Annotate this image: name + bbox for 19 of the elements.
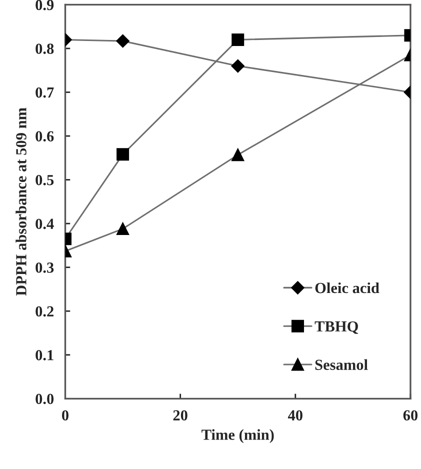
x-tick-label: 60 bbox=[403, 410, 418, 421]
legend-label: Oleic acid bbox=[315, 282, 380, 294]
y-tick-label: 0.4 bbox=[36, 218, 54, 230]
x-axis-title: Time (min) bbox=[202, 429, 274, 444]
y-tick-label: 0.7 bbox=[36, 87, 54, 98]
y-tick-label: 0.0 bbox=[36, 394, 54, 404]
y-tick-label: 0.5 bbox=[36, 174, 54, 186]
y-tick-label: 0.1 bbox=[36, 350, 54, 360]
x-tick-label: 0 bbox=[62, 410, 68, 421]
y-tick-label: 0.8 bbox=[36, 44, 54, 54]
y-tick-label: 0.3 bbox=[36, 262, 54, 273]
y-tick-label: 0.6 bbox=[36, 131, 54, 142]
x-tick-label: 40 bbox=[288, 410, 302, 421]
y-axis-title: DPPH absorbance at 509 nm bbox=[16, 108, 26, 296]
y-tick-label: 0.9 bbox=[36, 0, 54, 10]
x-tick-label: 20 bbox=[173, 410, 188, 421]
y-tick-label: 0.2 bbox=[36, 306, 54, 317]
legend-label: Sesamol bbox=[315, 359, 368, 370]
legend-label: TBHQ bbox=[314, 321, 358, 334]
